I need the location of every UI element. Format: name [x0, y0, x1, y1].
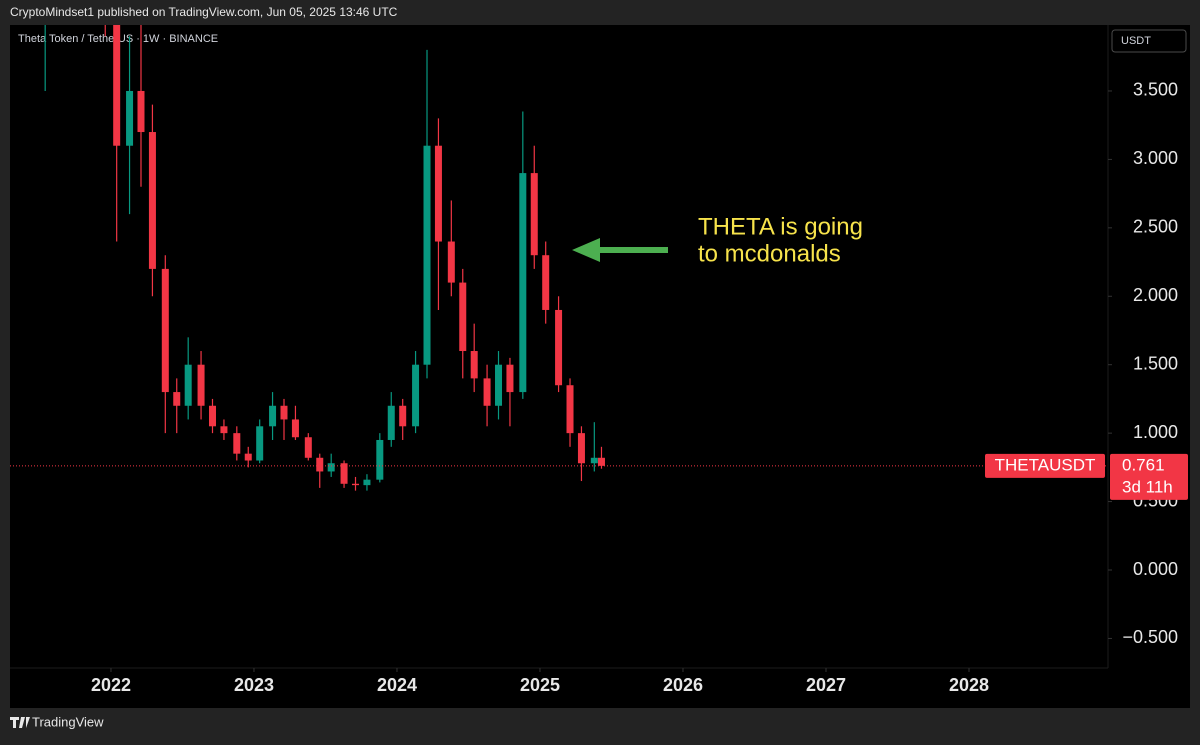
currency-button[interactable]: [1111, 29, 1187, 53]
candle-body: [173, 392, 181, 406]
candle-body: [387, 405, 395, 440]
candle-body: [542, 255, 550, 310]
x-tick-label: 2027: [806, 675, 846, 695]
symbol-label: THETAUSDT: [995, 455, 1096, 474]
candle-body: [434, 145, 442, 242]
candle-body: [352, 483, 360, 486]
y-tick-label: 2.000: [1133, 285, 1178, 305]
candle-body: [316, 457, 324, 472]
candle-body: [506, 364, 514, 393]
candle-body: [233, 433, 241, 454]
countdown-label: 3d 11h: [1122, 477, 1173, 496]
candle-body: [126, 90, 134, 146]
axes: −0.5000.0000.5001.0001.5002.0002.5003.00…: [91, 80, 1178, 695]
candle-body: [148, 132, 156, 269]
candle-body: [376, 439, 384, 480]
candle-body: [470, 351, 478, 379]
candle-body: [304, 437, 312, 458]
y-tick-label: 3.500: [1133, 80, 1178, 100]
candle-body: [269, 405, 277, 427]
symbol-label-bg: [985, 453, 1105, 478]
y-tick-label: 1.000: [1133, 422, 1178, 442]
annotation-line: THETA is going: [698, 213, 863, 240]
candle-body: [412, 364, 420, 427]
candle-body: [244, 453, 252, 461]
candle-body: [340, 463, 348, 484]
y-tick-label: 1.500: [1133, 353, 1178, 373]
y-tick-label: 2.500: [1133, 217, 1178, 237]
chart-area: [10, 25, 1190, 708]
footer: TradingView: [10, 714, 104, 729]
candle-body: [184, 364, 192, 406]
candle-body: [161, 268, 169, 393]
x-tick-label: 2026: [663, 675, 703, 695]
candle-body: [423, 145, 431, 365]
price-label-bg: [1110, 453, 1188, 500]
annotation-line: to mcdonalds: [698, 240, 841, 267]
candle-body: [208, 405, 216, 427]
candle-body: [327, 463, 335, 472]
candle-body: [459, 282, 467, 352]
candle-body: [590, 457, 598, 464]
y-tick-label: −0.500: [1122, 627, 1178, 647]
candle-body: [197, 364, 205, 406]
currency-label[interactable]: USDT: [1121, 35, 1151, 47]
candle-body: [256, 426, 264, 461]
x-tick-label: 2028: [949, 675, 989, 695]
candle-body: [113, 25, 121, 146]
candle-body: [483, 378, 491, 406]
y-tick-label: 3.000: [1133, 148, 1178, 168]
candle-body: [555, 309, 563, 386]
candle-body: [597, 457, 605, 466]
candle-body: [519, 173, 527, 393]
plot: [10, 25, 1108, 491]
y-tick-label: 0.000: [1133, 559, 1178, 579]
publish-header: CryptoMindset1 published on TradingView.…: [10, 5, 398, 19]
x-tick-label: 2022: [91, 675, 131, 695]
x-tick-label: 2025: [520, 675, 560, 695]
annotation-arrow: [572, 238, 668, 262]
candle-body: [291, 419, 299, 438]
candle-body: [447, 241, 455, 283]
candle-body: [495, 364, 503, 406]
candle-body: [363, 479, 371, 486]
candle-body: [399, 405, 407, 427]
candle-body: [577, 433, 585, 464]
x-tick-label: 2024: [377, 675, 417, 695]
candle-body: [220, 426, 228, 434]
candle-body: [566, 385, 574, 434]
footer-logo: [10, 717, 30, 728]
footer-brand: TradingView: [32, 714, 104, 729]
x-tick-label: 2023: [234, 675, 274, 695]
candle-body: [530, 173, 538, 256]
candle-body: [280, 405, 288, 420]
price-label: 0.761: [1122, 455, 1165, 474]
candle-body: [137, 90, 145, 133]
